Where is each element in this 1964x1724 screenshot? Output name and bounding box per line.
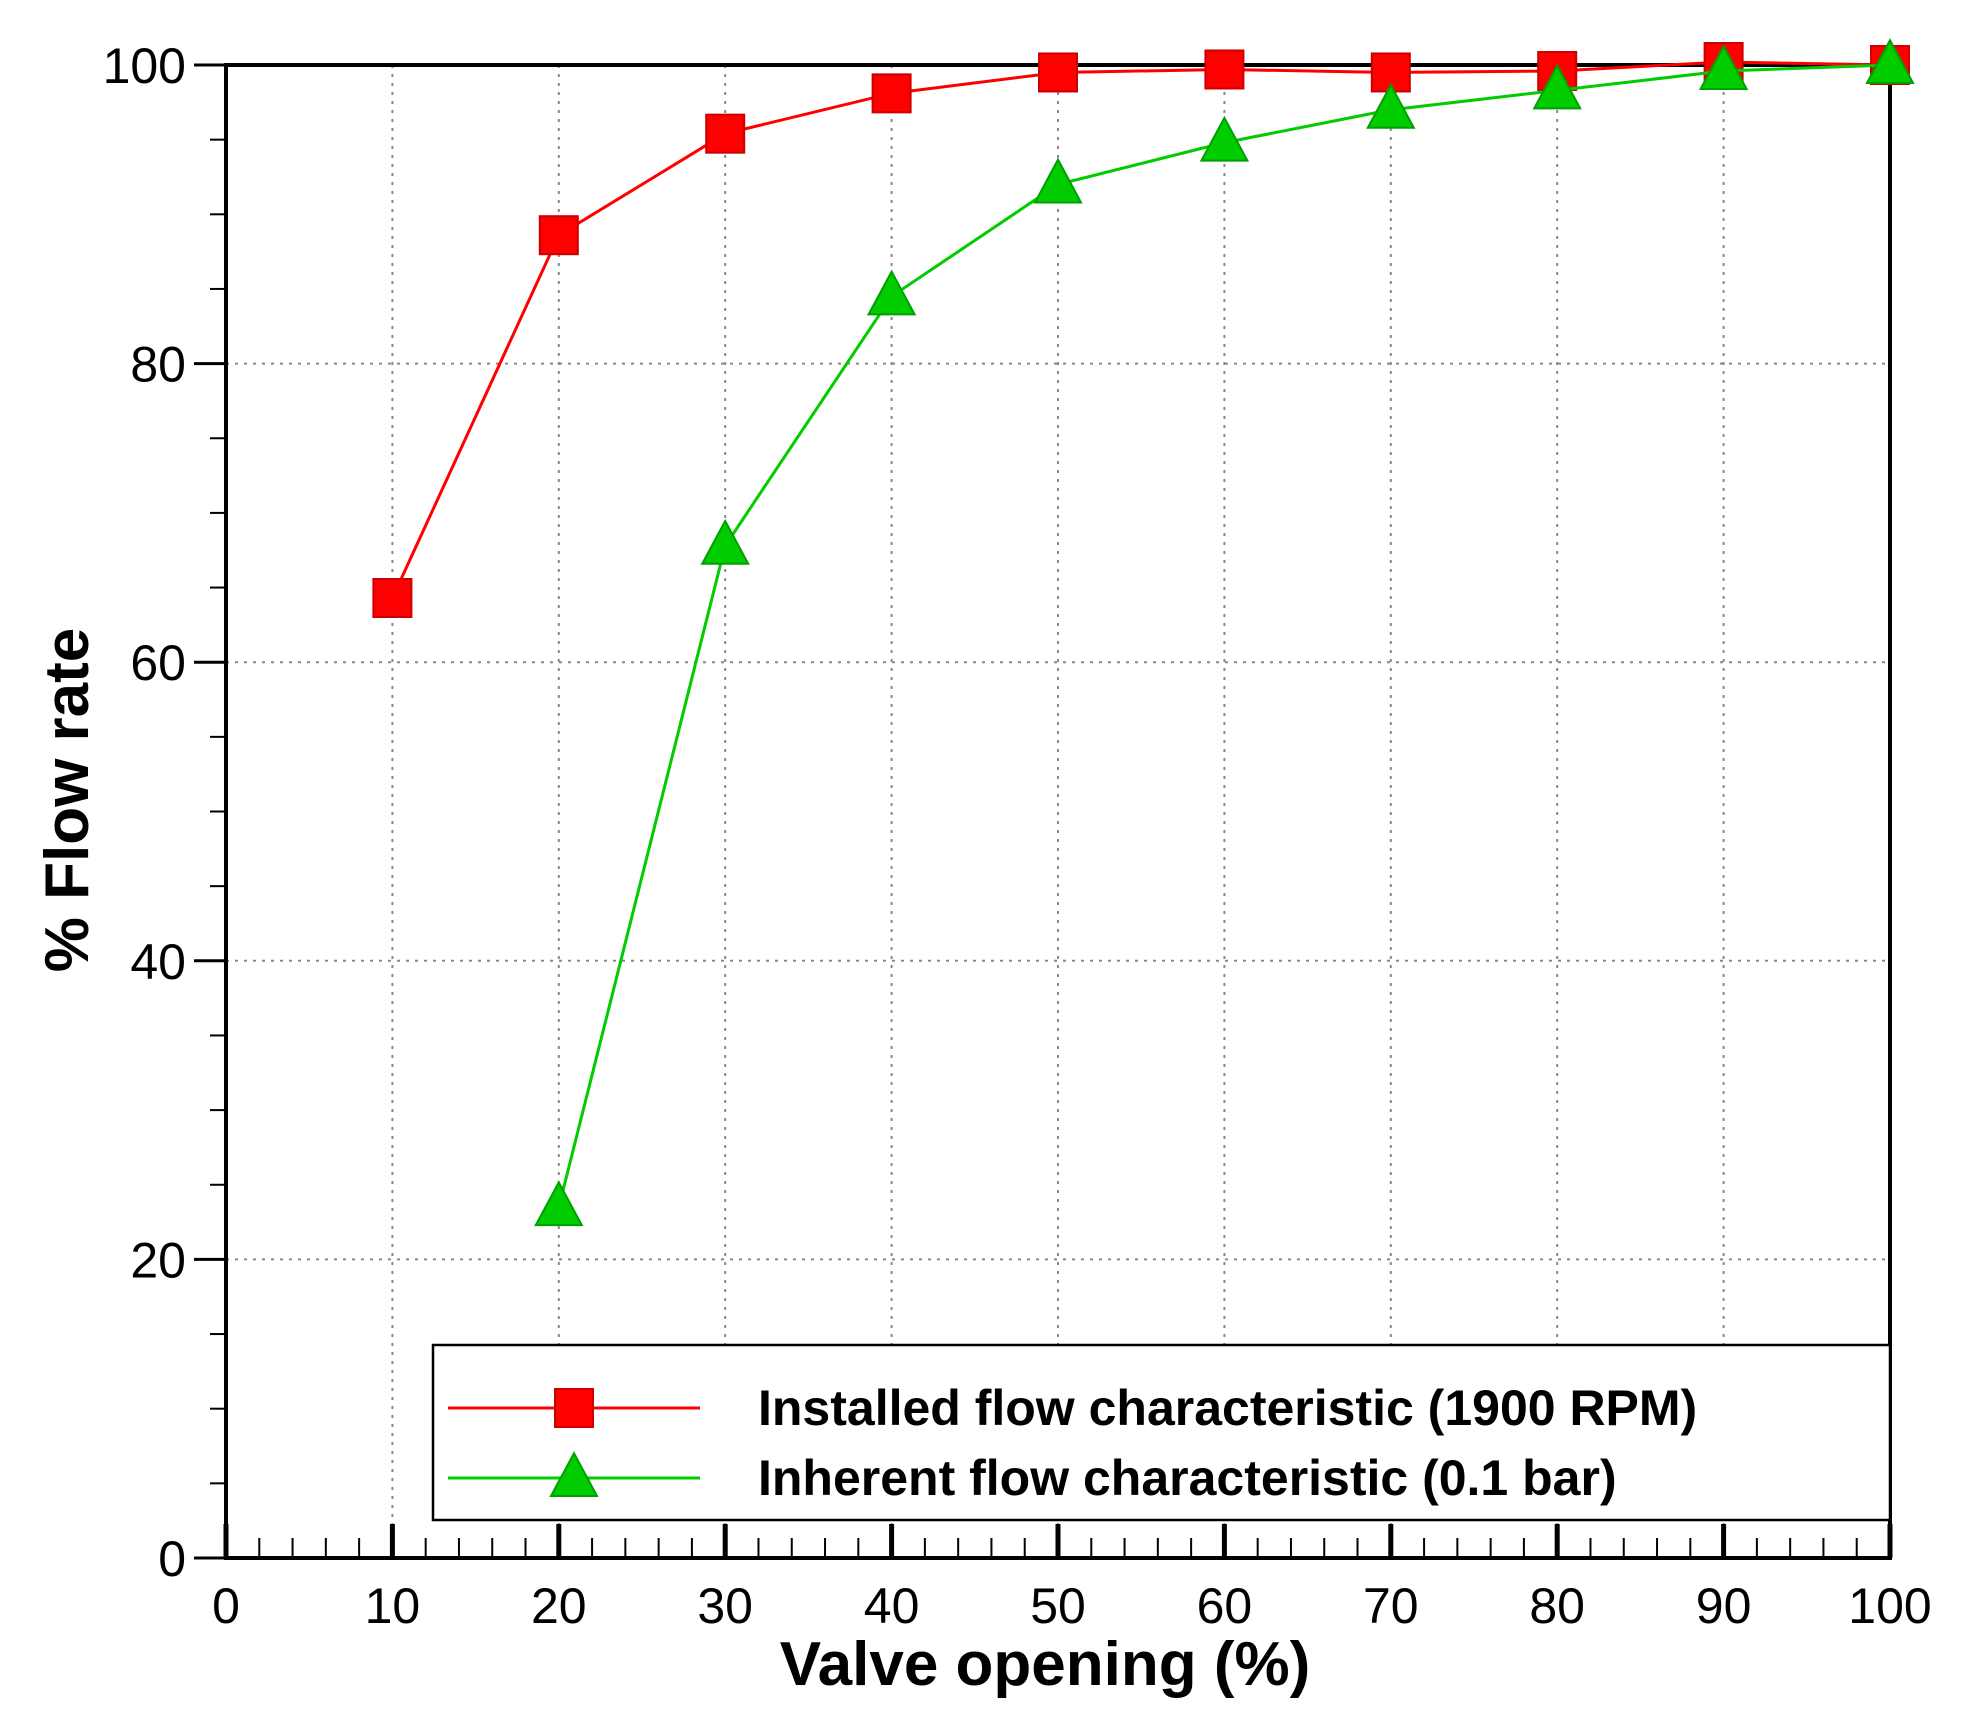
data-point: [538, 215, 579, 256]
data-point: [1204, 49, 1245, 90]
x-axis-title: Valve opening (%): [780, 1630, 1311, 1699]
y-tick-label: 100: [103, 38, 186, 94]
x-tick-label: 10: [365, 1578, 421, 1634]
series-installed: [372, 42, 1910, 619]
grid-lines: [226, 65, 1890, 1558]
x-tick-labels: 0 10 20 30 40 50 60 70 80 90 100: [212, 1578, 1932, 1634]
y-tick-labels: 0 20 40 60 80 100: [103, 38, 186, 1587]
legend-marker: [554, 1388, 594, 1428]
data-point: [1698, 44, 1749, 90]
data-point: [1038, 52, 1078, 93]
legend-box: [431, 1343, 1892, 1522]
minor-ticks: [210, 138, 1858, 1558]
y-tick-label: 60: [130, 635, 186, 691]
data-point: [1199, 115, 1250, 162]
major-ticks: [194, 63, 1893, 1560]
x-tick-label: 90: [1696, 1578, 1752, 1634]
x-tick-label: 20: [531, 1578, 587, 1634]
y-tick-label: 0: [158, 1531, 186, 1587]
x-tick-label: 60: [1197, 1578, 1253, 1634]
legend: Installed flow characteristic (1900 RPM)…: [431, 1343, 1892, 1522]
legend-entry-installed: [448, 1388, 700, 1428]
x-tick-label: 100: [1848, 1578, 1931, 1634]
legend-label-inherent: Inherent flow characteristic (0.1 bar): [758, 1450, 1617, 1506]
x-tick-label: 40: [864, 1578, 920, 1634]
x-tick-label: 30: [697, 1578, 753, 1634]
y-tick-label: 20: [130, 1232, 186, 1288]
series-line: [391, 60, 1891, 599]
data-point: [1366, 82, 1416, 129]
data-point: [866, 269, 917, 316]
legend-marker: [549, 1451, 599, 1497]
data-point: [871, 73, 912, 114]
data-point: [700, 518, 750, 565]
y-tick-label: 80: [130, 337, 186, 393]
legend-label-installed: Installed flow characteristic (1900 RPM): [758, 1380, 1697, 1436]
data-point: [1532, 63, 1582, 110]
data-point: [1865, 38, 1915, 84]
legend-entry-inherent: [448, 1451, 700, 1497]
data-point: [534, 1180, 584, 1227]
y-axis-title: % Flow rate: [33, 628, 102, 973]
x-tick-label: 50: [1030, 1578, 1086, 1634]
data-point: [705, 113, 746, 154]
data-point: [372, 578, 413, 619]
data-point: [1033, 157, 1083, 204]
y-tick-label: 40: [130, 934, 186, 990]
x-tick-label: 0: [212, 1578, 240, 1634]
x-tick-label: 70: [1363, 1578, 1419, 1634]
series-layer: [372, 38, 1915, 1227]
x-tick-label: 80: [1529, 1578, 1585, 1634]
series-inherent: [534, 38, 1915, 1227]
